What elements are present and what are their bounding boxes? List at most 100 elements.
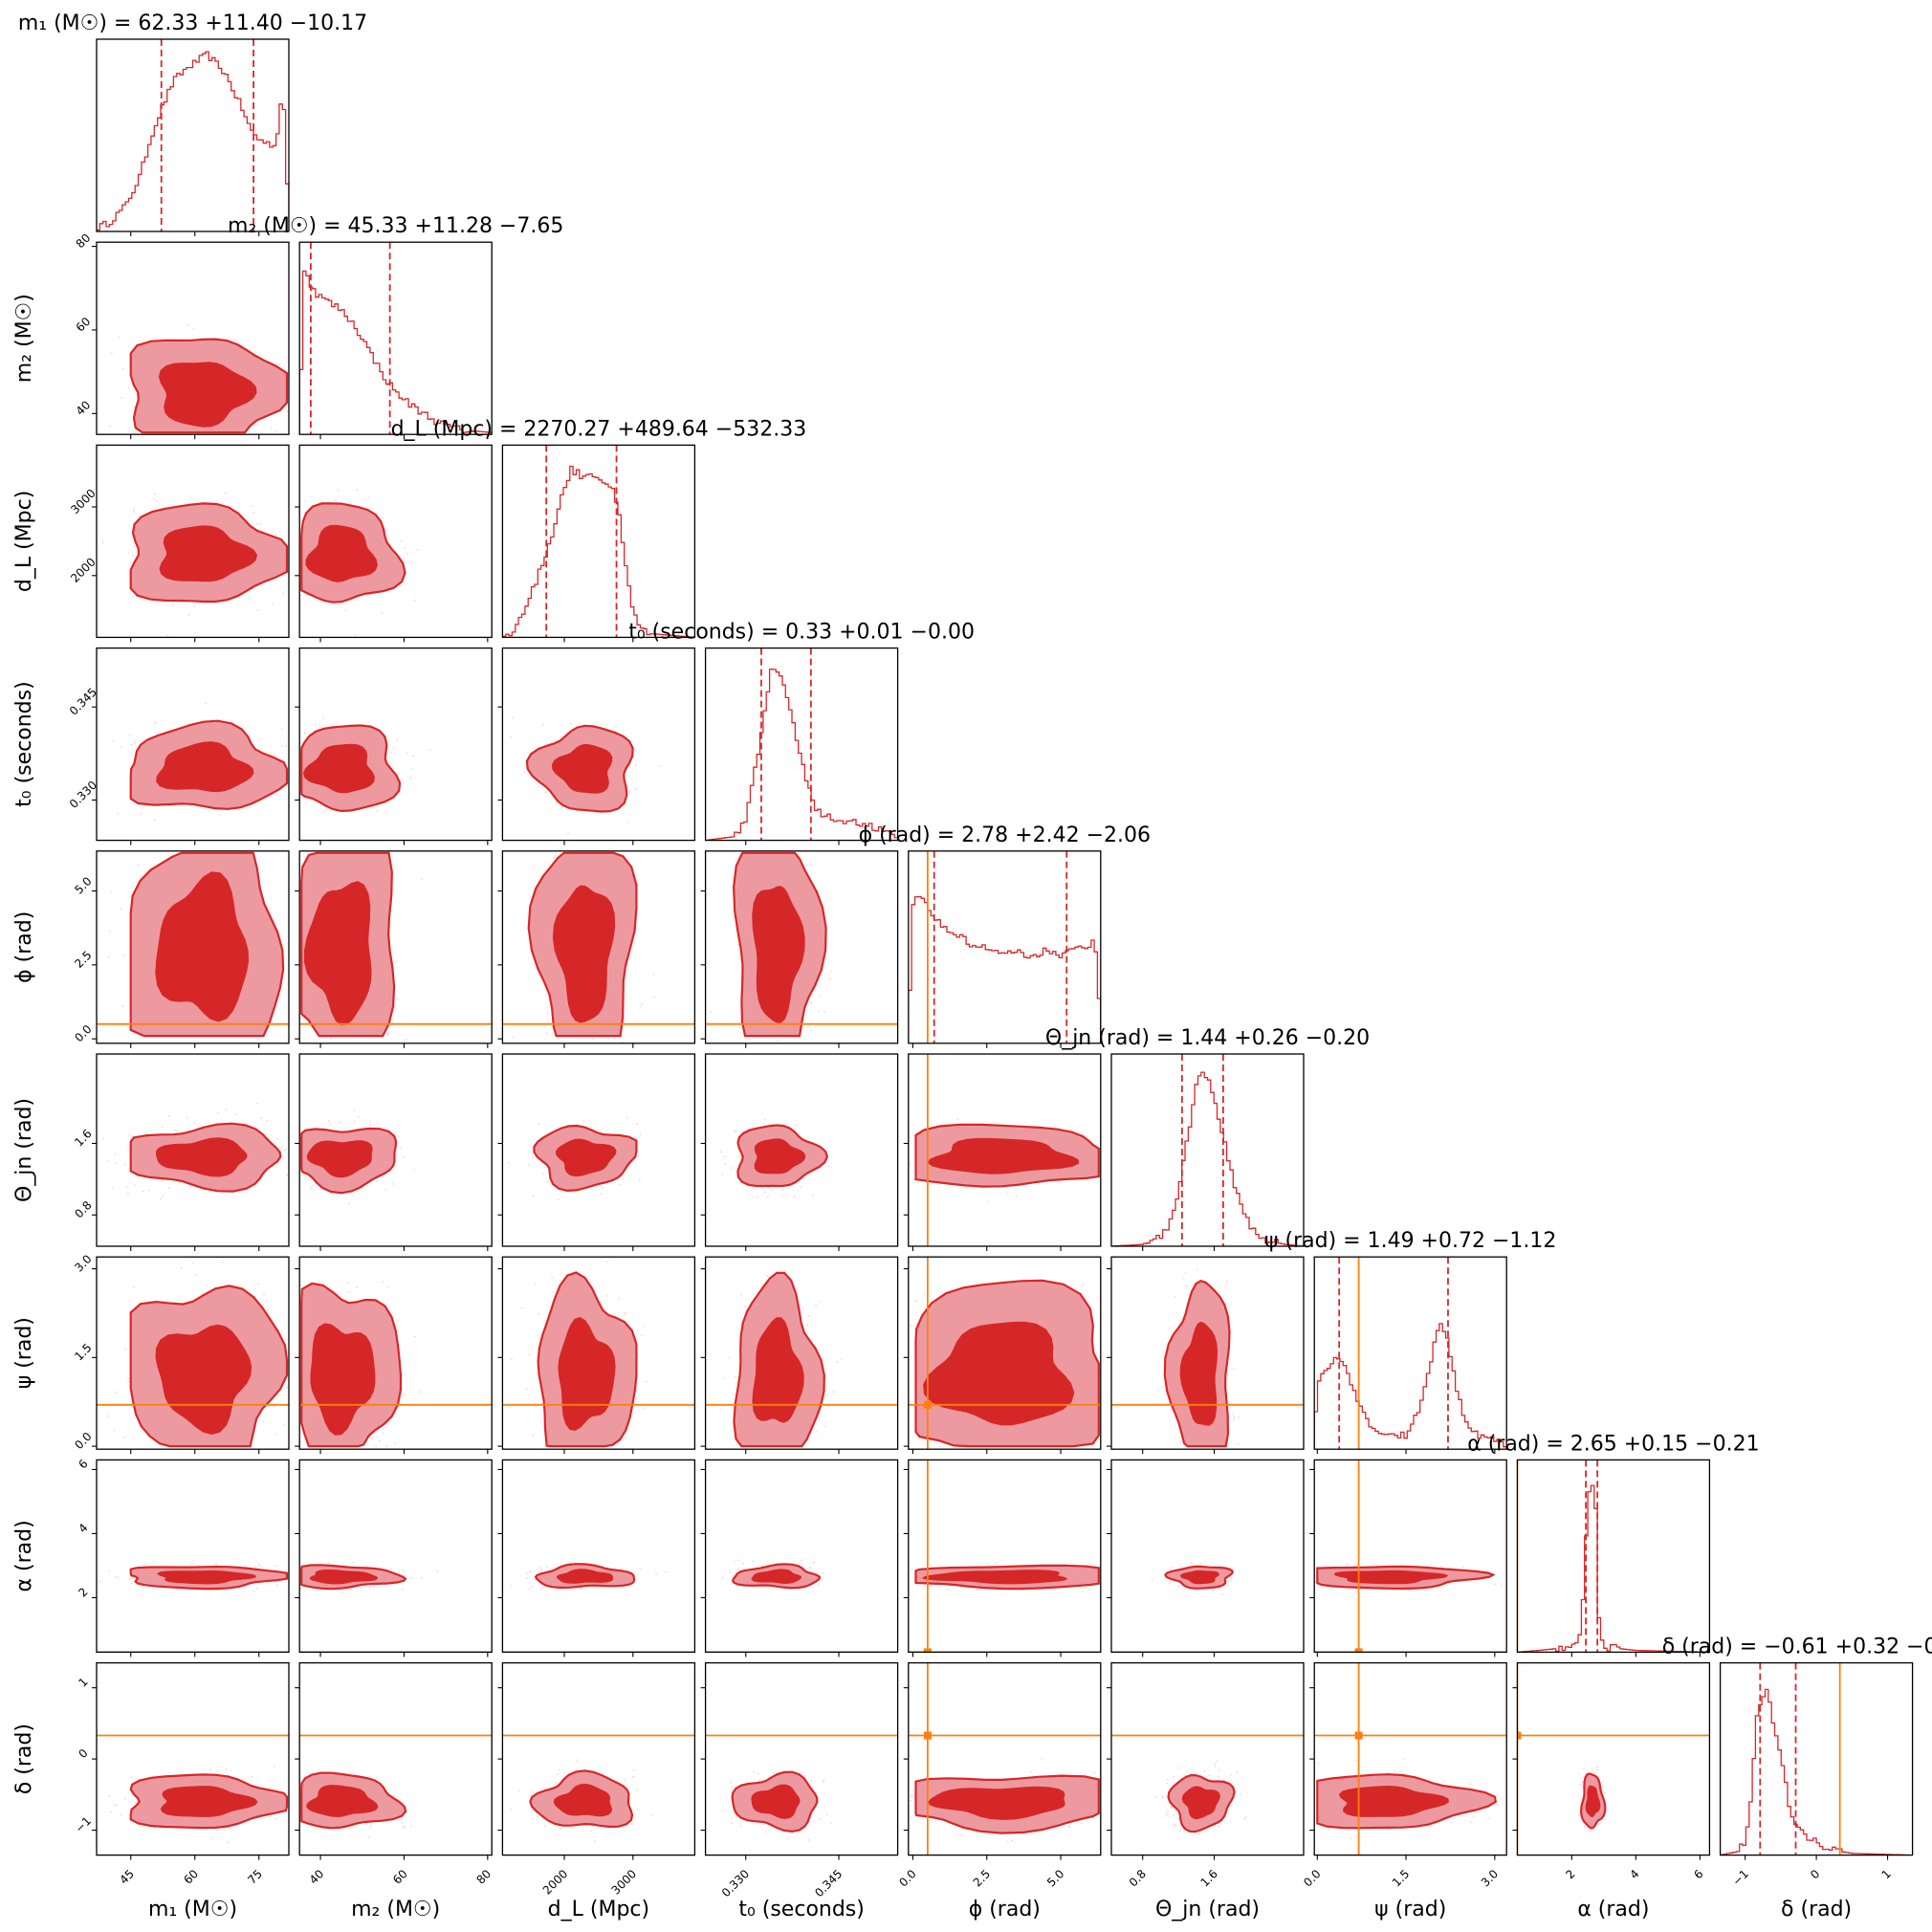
sample-point (119, 1813, 121, 1816)
sample-point (376, 810, 379, 812)
sample-point (1170, 1580, 1173, 1583)
sample-point (416, 549, 419, 551)
sample-point (965, 1187, 968, 1190)
sample-point (356, 1286, 359, 1289)
y-tick-label: −1 (73, 1814, 94, 1835)
panel-title: α (rad) = 2.65 +0.15 −0.21 (1467, 1432, 1759, 1456)
sample-point (286, 1174, 289, 1176)
sample-point (398, 773, 401, 775)
sample-point (337, 489, 340, 492)
y-tick-label: 0 (76, 1746, 90, 1761)
sample-point (127, 1380, 130, 1383)
sample-point (624, 1779, 626, 1782)
sample-point (546, 1012, 549, 1014)
sample-point (216, 1829, 219, 1832)
sample-point (134, 1802, 137, 1804)
sample-point (560, 806, 563, 809)
sample-point (782, 1189, 784, 1191)
contour-inner (1179, 1570, 1219, 1585)
contour-inner (306, 1785, 379, 1817)
marginal-histogram (1314, 1323, 1507, 1450)
sample-point (405, 1038, 407, 1041)
contour-group (108, 1766, 289, 1844)
sample-point (221, 1262, 224, 1263)
contour-inner (155, 1137, 248, 1177)
sample-point (352, 1195, 355, 1197)
panel-dL-phi (497, 850, 696, 1048)
sample-point (1232, 1418, 1235, 1421)
contour-inner (751, 1569, 801, 1585)
sample-point (219, 813, 222, 816)
sample-point (392, 1183, 395, 1185)
y-tick-label: 3000 (68, 487, 98, 516)
sample-point (570, 722, 572, 725)
sample-point (108, 1795, 111, 1798)
sample-point (823, 1011, 826, 1013)
sample-point (413, 1168, 416, 1171)
contour-group (300, 1281, 421, 1448)
panel-frame (298, 647, 493, 842)
panel-theta-alpha (1107, 1459, 1305, 1658)
sample-point (566, 808, 569, 810)
panel-frame (298, 241, 493, 435)
contour-inner (558, 1317, 616, 1431)
sample-point (738, 1569, 741, 1571)
sample-point (375, 1777, 378, 1780)
sample-point (134, 741, 136, 744)
sample-point (227, 1841, 230, 1844)
sample-point (153, 497, 156, 500)
sample-point (134, 1184, 137, 1187)
sample-point (555, 1782, 558, 1784)
sample-point (145, 1564, 148, 1566)
y-tick-label: 0.0 (72, 1430, 94, 1452)
sample-point (347, 1202, 350, 1205)
contour-group (512, 851, 655, 1043)
sample-point (911, 1569, 913, 1570)
sample-point (808, 1315, 811, 1317)
sample-point (217, 1111, 219, 1114)
sample-point (376, 1180, 379, 1183)
sample-point (375, 1436, 378, 1438)
sample-point (327, 1562, 330, 1565)
sample-point (728, 1356, 731, 1359)
sample-point (330, 1038, 333, 1040)
sample-point (1233, 1368, 1235, 1370)
sample-point (1177, 1585, 1180, 1588)
sample-point (532, 1195, 535, 1197)
sample-point (1233, 1416, 1236, 1418)
sample-point (127, 551, 130, 554)
sample-point (117, 812, 119, 815)
sample-point (987, 1563, 989, 1566)
sample-point (1330, 1588, 1333, 1591)
sample-point (263, 1294, 265, 1296)
sample-point (738, 1155, 741, 1158)
sample-point (328, 1120, 330, 1123)
sample-point (1182, 1278, 1185, 1280)
sample-point (512, 1036, 515, 1039)
sample-point (273, 1405, 274, 1408)
truth-marker (923, 1400, 932, 1409)
y-tick-label: 2 (76, 1585, 90, 1599)
sample-point (382, 516, 384, 518)
sample-point (367, 496, 370, 499)
sample-point (162, 1195, 165, 1197)
sample-point (721, 1576, 724, 1579)
sample-point (606, 1295, 609, 1297)
sample-point (339, 1121, 341, 1124)
sample-point (650, 1813, 653, 1816)
sample-point (534, 1283, 537, 1284)
sample-point (1494, 1583, 1496, 1586)
marginal-histogram (1111, 1071, 1304, 1246)
sample-point (249, 597, 251, 600)
sample-point (1314, 1580, 1317, 1583)
sample-point (420, 1577, 423, 1579)
sample-point (190, 1185, 193, 1188)
sample-point (270, 753, 272, 755)
sample-point (354, 634, 357, 636)
sample-point (622, 1178, 625, 1181)
sample-point (392, 747, 395, 750)
panel-dL-dL: d_L (Mpc) = 2270.27 +489.64 −532.33 (391, 417, 806, 643)
sample-point (123, 1797, 126, 1800)
